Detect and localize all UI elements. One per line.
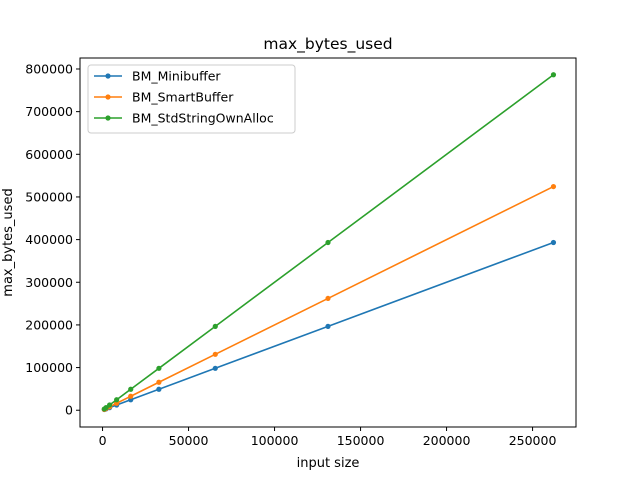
chart-title: max_bytes_used xyxy=(263,35,392,54)
y-tick-label: 700000 xyxy=(25,104,73,119)
data-point-bm-minibuffer xyxy=(325,323,331,329)
legend-label-bm-minibuffer: BM_Minibuffer xyxy=(132,69,221,84)
y-axis-label: max_bytes_used xyxy=(1,188,16,296)
legend: BM_Minibuffer BM_SmartBuffer BM_StdStringO… xyxy=(87,64,296,134)
data-point-bm-smartbuffer xyxy=(156,379,162,385)
data-point-bm-minibuffer xyxy=(212,365,218,371)
data-point-bm-stdstringownalloc xyxy=(212,323,218,329)
data-point-bm-stdstringownalloc xyxy=(325,239,331,246)
x-tick-label: 250000 xyxy=(509,433,557,448)
legend-marker-bm-smartbuffer xyxy=(105,94,111,100)
data-point-bm-minibuffer xyxy=(550,239,557,246)
y-tick-label: 500000 xyxy=(25,189,73,204)
data-point-bm-smartbuffer xyxy=(325,295,331,302)
data-point-bm-stdstringownalloc xyxy=(114,397,120,403)
y-tick-label: 300000 xyxy=(25,275,73,290)
axes-frame xyxy=(79,57,577,428)
y-tick-label: 0 xyxy=(65,403,73,418)
data-point-bm-smartbuffer xyxy=(128,393,134,399)
x-tick-label: 50000 xyxy=(169,433,209,448)
y-tick-label: 200000 xyxy=(25,317,73,332)
data-point-bm-smartbuffer xyxy=(550,183,557,190)
legend-marker-bm-minibuffer xyxy=(105,73,111,79)
data-point-bm-smartbuffer xyxy=(212,351,218,357)
data-point-bm-stdstringownalloc xyxy=(156,365,162,371)
x-tick-label: 100000 xyxy=(251,433,299,448)
x-tick-label: 150000 xyxy=(337,433,385,448)
data-point-bm-minibuffer xyxy=(156,386,162,392)
x-tick-label: 0 xyxy=(99,433,107,448)
legend-label-bm-stdstringownalloc: BM_StdStringOwnAlloc xyxy=(132,111,274,126)
legend-box xyxy=(87,64,296,134)
y-tick-label: 600000 xyxy=(25,147,73,162)
legend-label-bm-smartbuffer: BM_SmartBuffer xyxy=(132,90,234,105)
y-tick-label: 800000 xyxy=(25,61,73,76)
legend-marker-bm-stdstringownalloc xyxy=(105,115,111,121)
axis-ticks: 0 50000 100000 150000 200000 250000 0 100000 200… xyxy=(25,61,556,448)
x-tick-label: 200000 xyxy=(423,433,471,448)
data-point-bm-stdstringownalloc xyxy=(128,386,134,392)
x-axis-label: input size xyxy=(297,456,360,471)
y-tick-label: 100000 xyxy=(25,360,73,375)
data-point-bm-stdstringownalloc xyxy=(550,72,557,78)
data-point-bm-stdstringownalloc xyxy=(106,402,113,408)
y-tick-label: 400000 xyxy=(25,232,73,247)
plot-area xyxy=(101,72,557,413)
